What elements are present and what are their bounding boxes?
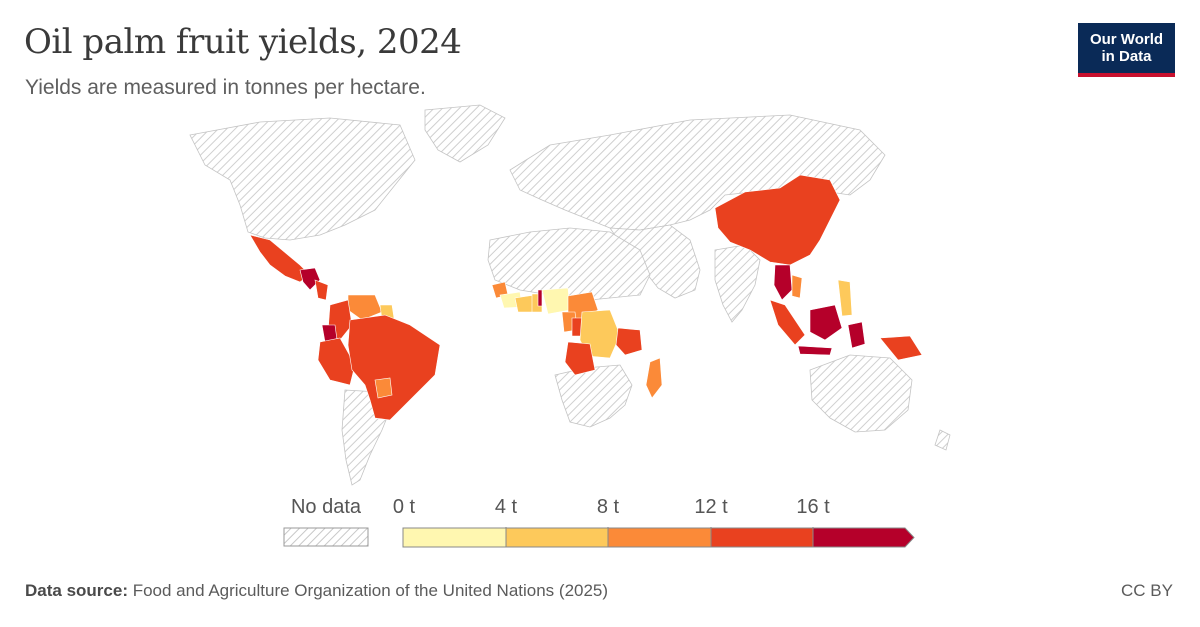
legend-tick-8: 8 t <box>596 496 620 518</box>
bolivia-region <box>374 377 393 399</box>
north-africa-no-data <box>487 227 651 301</box>
logo-line-1: Our World <box>1089 31 1164 48</box>
license-link[interactable]: CC BY <box>1121 581 1173 600</box>
tanzania-region <box>615 327 643 356</box>
source-label: Data source: <box>25 581 128 600</box>
sulawesi-region <box>847 321 866 349</box>
thailand-region <box>773 264 793 301</box>
chart-subtitle: Yields are measured in tonnes per hectar… <box>25 76 426 99</box>
owid-logo[interactable]: Our World in Data <box>1078 23 1175 77</box>
central-america-region <box>299 267 321 291</box>
borneo-region <box>809 304 843 341</box>
legend-tick-12: 12 t <box>694 496 728 518</box>
legend-bin-1 <box>402 527 507 548</box>
benin-region <box>537 289 543 307</box>
chart-title: Oil palm fruit yields, 2024 <box>24 22 462 62</box>
papua-region <box>879 335 923 361</box>
legend-no-data-swatch <box>283 527 369 547</box>
south-africa-no-data <box>554 364 633 428</box>
data-source: Data source: Food and Agriculture Organi… <box>25 581 608 601</box>
india-no-data <box>714 244 761 323</box>
north-america-no-data <box>189 117 416 241</box>
greenland-no-data <box>424 104 506 163</box>
honduras-region <box>314 279 329 301</box>
legend-color-scale <box>402 527 915 548</box>
nigeria-region <box>541 287 571 315</box>
legend-bin-2 <box>505 527 609 548</box>
australia-no-data <box>809 354 913 433</box>
legend-bin-4 <box>710 527 814 548</box>
legend-bin-5 <box>812 527 915 548</box>
peru-region <box>317 337 356 386</box>
brazil-region <box>347 314 441 421</box>
vietnam-region <box>791 274 803 299</box>
legend-tick-4: 4 t <box>494 496 518 518</box>
china-region <box>714 174 841 266</box>
new-zealand-no-data <box>934 429 951 451</box>
world-map <box>189 104 951 486</box>
angola-region <box>564 341 596 376</box>
sumatra-region <box>769 299 806 346</box>
madagascar-region <box>645 357 663 399</box>
legend-no-data-label: No data <box>290 496 362 518</box>
legend-tick-0: 0 t <box>392 496 416 518</box>
philippines-region <box>837 279 853 317</box>
legend-bin-3 <box>607 527 712 548</box>
legend-tick-16: 16 t <box>796 496 830 518</box>
logo-line-2: in Data <box>1101 48 1152 65</box>
source-text[interactable]: Food and Agriculture Organization of the… <box>127 581 609 600</box>
java-region <box>797 345 833 356</box>
